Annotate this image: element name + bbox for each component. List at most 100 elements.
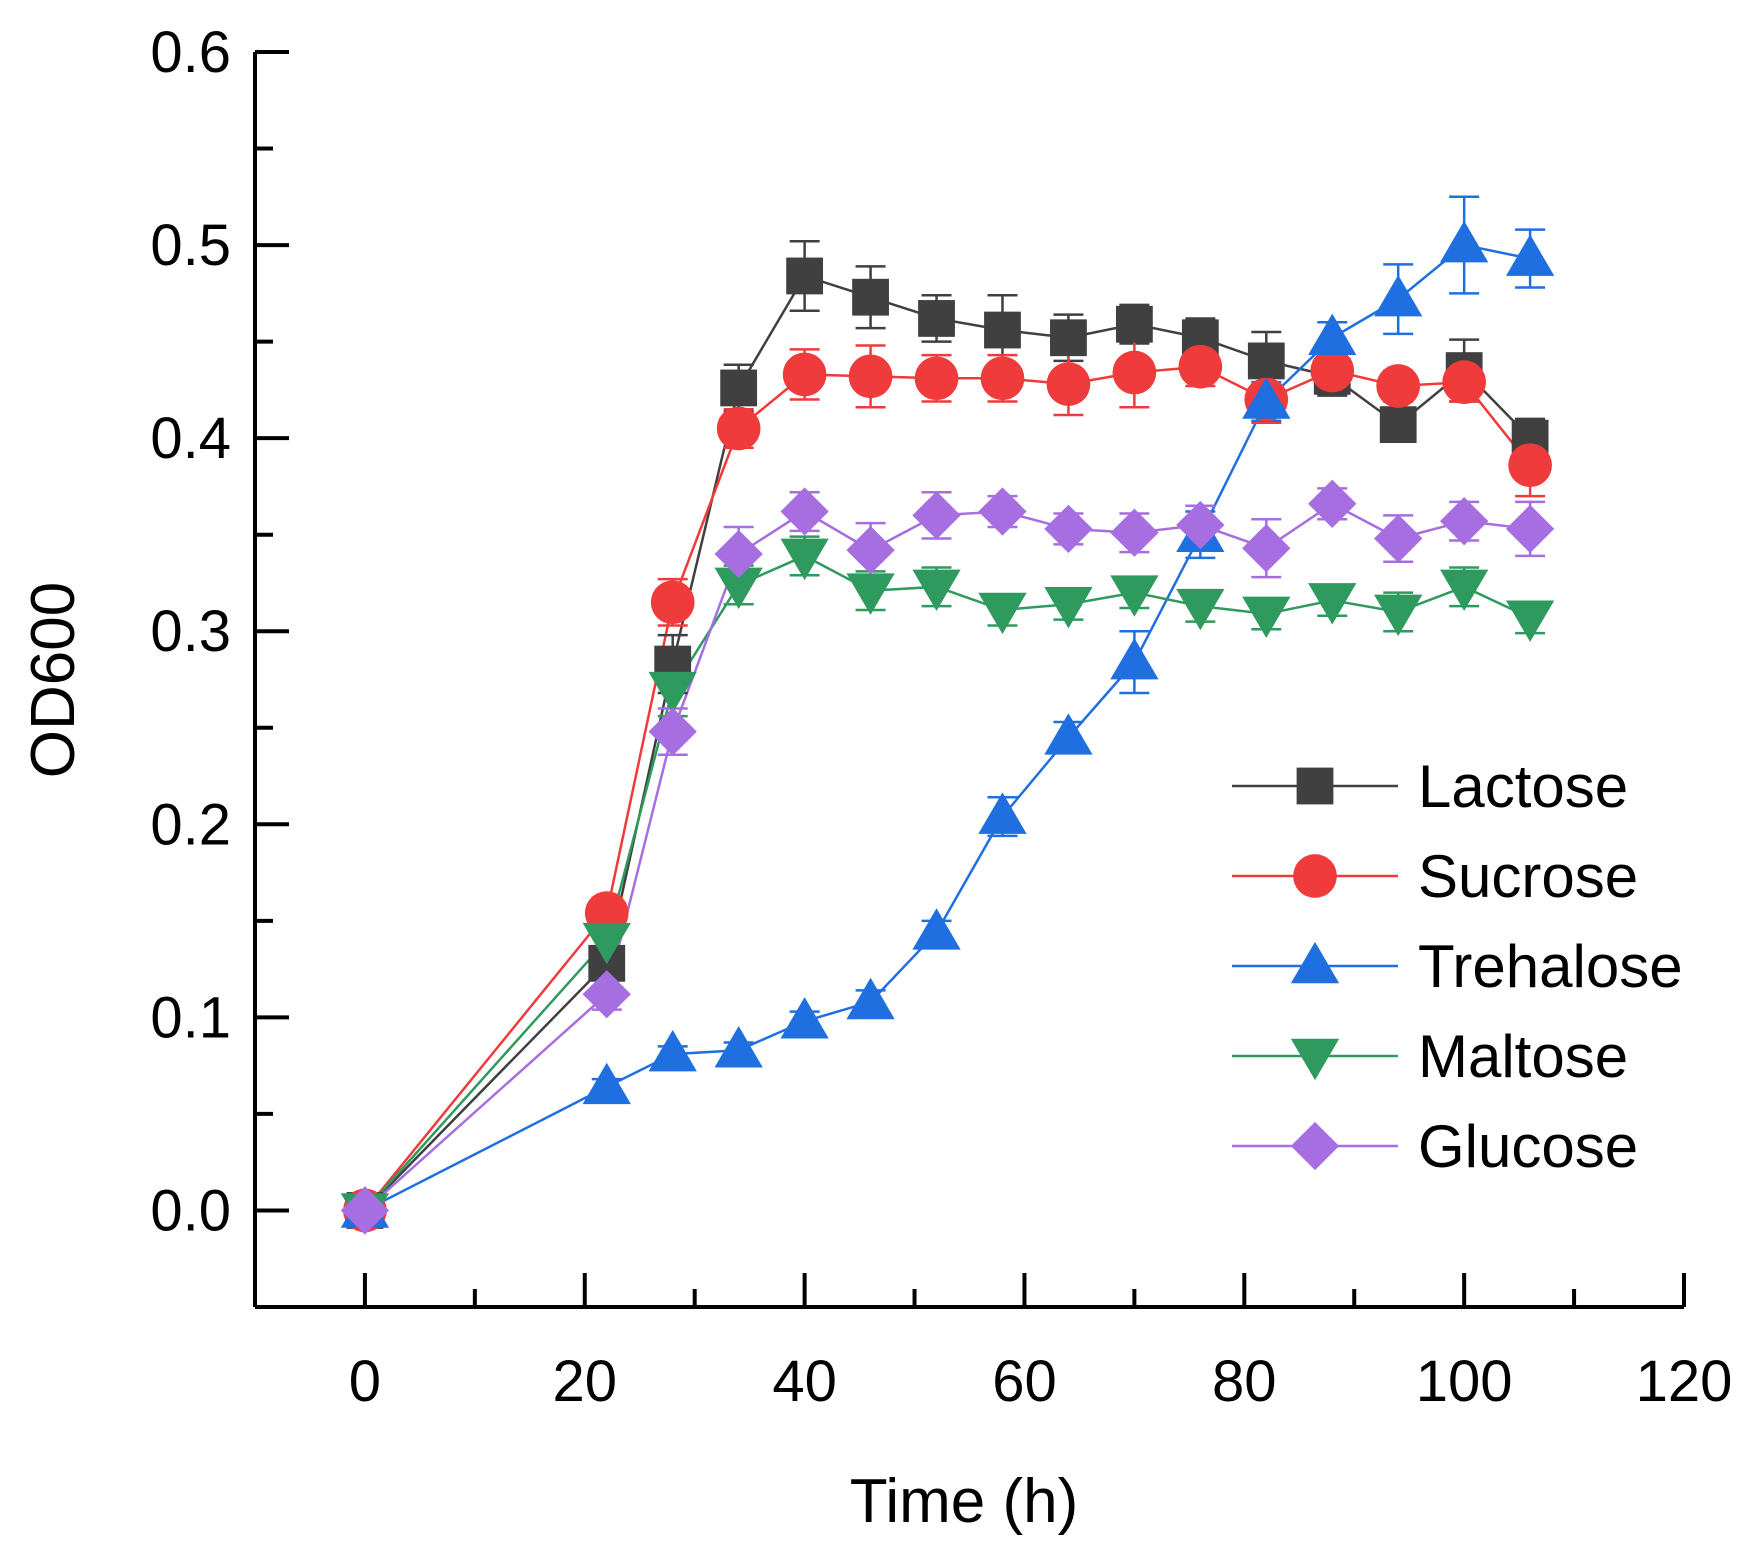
series-line-sucrose xyxy=(363,365,1532,1212)
data-point-maltose xyxy=(1110,575,1159,617)
data-point-glucose xyxy=(714,529,763,579)
legend-marker-maltose xyxy=(1290,1038,1340,1081)
y-axis-title: OD600 xyxy=(19,582,88,778)
legend-marker-trehalose xyxy=(1290,941,1340,984)
data-point-maltose xyxy=(1308,583,1357,625)
legend-label-glucose: Glucose xyxy=(1418,1113,1638,1180)
data-point-trehalose xyxy=(1374,274,1423,317)
data-point-trehalose xyxy=(1242,377,1291,419)
series-lines-layer xyxy=(363,243,1532,1212)
y-tick-label: 0.4 xyxy=(150,406,231,471)
data-point-sucrose xyxy=(1310,348,1355,393)
data-point-lactose xyxy=(720,369,758,407)
data-point-lactose xyxy=(852,278,889,316)
series-line-lactose xyxy=(364,274,1532,1212)
x-axis-title: Time (h) xyxy=(850,1467,1078,1536)
data-point-maltose xyxy=(1242,596,1291,639)
legend: Lactose Sucrose Trehalose Maltose Glucose xyxy=(1232,753,1683,1180)
data-point-glucose xyxy=(1110,508,1159,557)
data-point-glucose xyxy=(1308,479,1357,528)
data-point-trehalose xyxy=(582,1062,631,1105)
data-point-maltose xyxy=(912,569,961,611)
data-point-maltose xyxy=(1505,600,1555,642)
data-point-sucrose xyxy=(782,352,827,397)
x-tick-label: 100 xyxy=(1416,1349,1513,1414)
data-point-lactose xyxy=(1379,406,1417,444)
data-point-trehalose xyxy=(1308,313,1357,356)
data-point-sucrose xyxy=(650,580,695,625)
data-point-glucose xyxy=(1374,514,1423,563)
data-point-trehalose xyxy=(1044,713,1093,755)
legend-label-maltose: Maltose xyxy=(1418,1023,1628,1090)
data-point-maltose xyxy=(978,592,1027,635)
data-point-sucrose xyxy=(848,354,893,399)
data-point-maltose xyxy=(582,922,631,965)
data-point-trehalose xyxy=(1110,637,1159,680)
legend-item-maltose: Maltose xyxy=(1232,1023,1628,1090)
data-point-trehalose xyxy=(978,792,1027,834)
y-tick-label: 0.0 xyxy=(150,1178,231,1243)
data-point-glucose xyxy=(846,525,895,575)
data-point-glucose xyxy=(1505,504,1555,554)
data-point-lactose xyxy=(786,257,824,295)
data-point-sucrose xyxy=(1508,443,1552,488)
y-tick-label: 0.3 xyxy=(150,599,231,664)
data-point-trehalose xyxy=(846,977,895,1020)
data-point-trehalose xyxy=(714,1026,763,1068)
data-point-maltose xyxy=(1176,588,1225,631)
legend-marker-glucose xyxy=(1290,1121,1340,1171)
data-point-sucrose xyxy=(1178,344,1223,389)
legend-label-lactose: Lactose xyxy=(1418,753,1628,820)
y-tick-label: 0.1 xyxy=(150,985,231,1050)
data-point-glucose xyxy=(582,970,631,1019)
data-point-maltose xyxy=(780,538,829,581)
data-point-sucrose xyxy=(1112,350,1157,395)
data-point-lactose xyxy=(1050,319,1087,357)
legend-label-trehalose: Trehalose xyxy=(1418,933,1683,1000)
data-point-sucrose xyxy=(716,406,761,451)
data-point-maltose xyxy=(714,567,763,610)
data-point-maltose xyxy=(1440,569,1489,611)
data-point-sucrose xyxy=(1376,364,1421,408)
data-point-maltose xyxy=(1374,594,1423,637)
data-point-glucose xyxy=(1044,504,1093,554)
data-point-glucose xyxy=(1176,500,1225,550)
series-line-trehalose xyxy=(364,243,1531,1212)
legend-marker-lactose xyxy=(1296,767,1334,805)
data-point-lactose xyxy=(1115,305,1153,343)
y-tick-label: 0.2 xyxy=(150,792,231,857)
data-point-glucose xyxy=(340,1186,390,1235)
series-line-maltose xyxy=(363,554,1531,1212)
data-point-sucrose xyxy=(980,356,1025,401)
y-tick-label: 0.5 xyxy=(150,213,231,278)
data-point-sucrose xyxy=(914,356,959,401)
legend-item-sucrose: Sucrose xyxy=(1232,843,1638,910)
data-point-trehalose xyxy=(1505,234,1555,276)
x-tick-label: 80 xyxy=(1212,1349,1277,1414)
x-tick-label: 20 xyxy=(553,1349,618,1414)
data-point-sucrose xyxy=(1442,360,1487,405)
data-point-lactose xyxy=(1247,342,1285,380)
data-point-glucose xyxy=(912,491,961,540)
data-point-sucrose xyxy=(1046,362,1091,406)
data-point-glucose xyxy=(648,707,697,756)
data-point-maltose xyxy=(648,671,697,714)
y-tick-label: 0.6 xyxy=(150,20,231,85)
legend-label-sucrose: Sucrose xyxy=(1418,843,1638,910)
series-line-glucose xyxy=(364,502,1531,1212)
x-tick-label: 40 xyxy=(772,1349,837,1414)
data-point-maltose xyxy=(1044,586,1093,629)
x-tick-label: 120 xyxy=(1636,1349,1733,1414)
legend-item-trehalose: Trehalose xyxy=(1232,933,1683,1000)
axes-layer: 0.0 0.1 0.2 0.3 0.4 0.5 0.6 0 20 40 60 80 100 120 xyxy=(150,20,1732,1414)
legend-marker-sucrose xyxy=(1293,854,1337,898)
x-tick-label: 60 xyxy=(992,1349,1057,1414)
x-tick-label: 0 xyxy=(349,1349,381,1414)
data-point-trehalose xyxy=(912,908,961,950)
data-point-maltose xyxy=(846,573,895,615)
data-point-glucose xyxy=(1440,497,1489,546)
markers-layer xyxy=(340,220,1555,1235)
data-point-glucose xyxy=(1242,524,1291,573)
